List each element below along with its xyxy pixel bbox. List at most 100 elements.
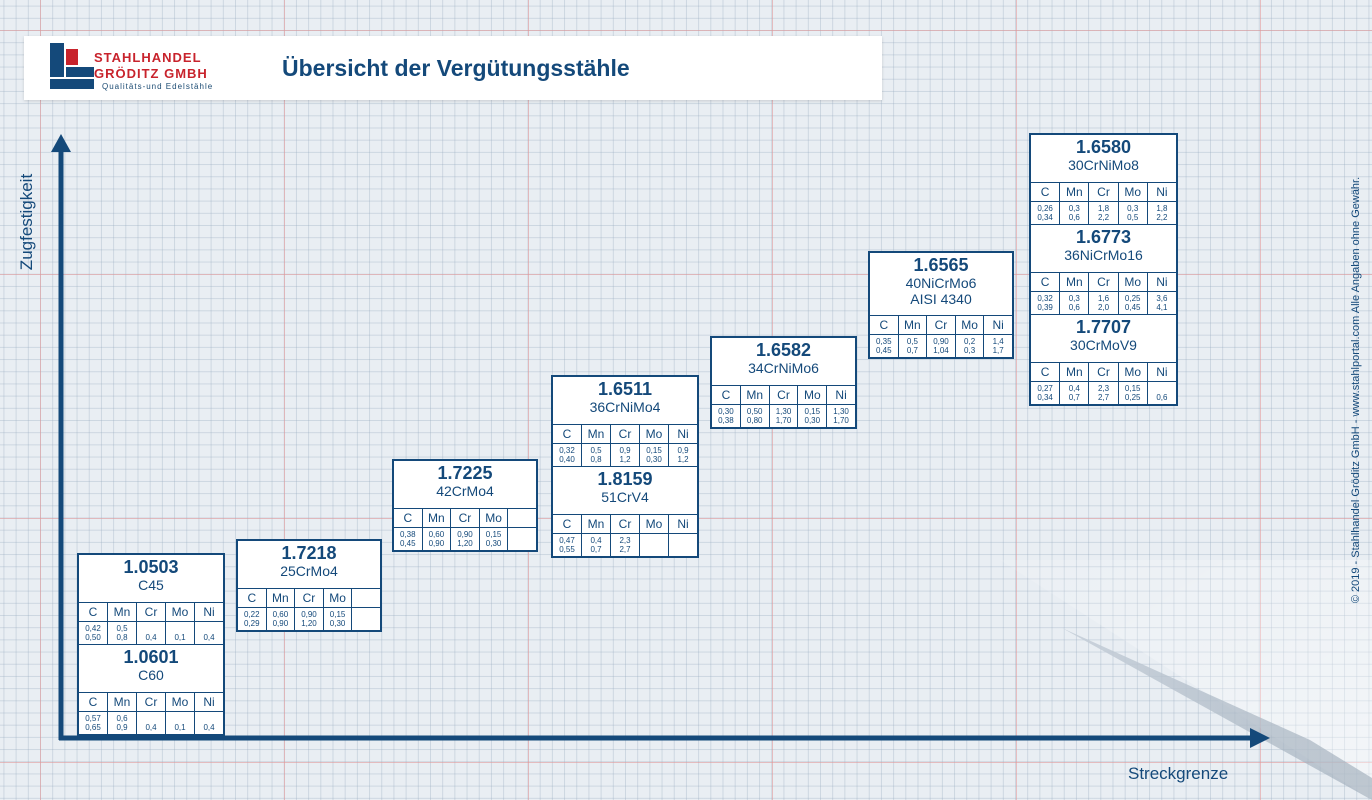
element-header-cell: Ni — [983, 316, 1012, 334]
material-block: 1.7225 42CrMo4 C Mn Cr Mo 0,38 0,45 0,60 0,90 0,90… — [394, 461, 536, 550]
element-header-cell: Mn — [581, 425, 610, 443]
element-header-cell: C — [1040, 365, 1050, 379]
element-value-cell: 0,6 0,9 — [107, 712, 136, 734]
element-value-cell: 1,8 2,2 — [1088, 202, 1117, 224]
element-header-cell: Cr — [926, 316, 955, 334]
element-value-cell: 0,5 0,8 — [581, 444, 610, 466]
element-header-cell: Cr — [1088, 273, 1117, 291]
material-name: AISI 4340 — [910, 291, 972, 307]
element-header-row: C Mn Cr Mo — [394, 508, 536, 527]
material-name: C60 — [138, 667, 164, 683]
element-header-row: C Mn Cr Mo Ni — [712, 385, 855, 404]
element-value-cell: 0,6 — [1146, 382, 1176, 404]
material-name: 34CrNiMo6 — [748, 360, 819, 376]
element-header-cell: Cr — [610, 425, 639, 443]
element-value-cell: 0,50 0,80 — [739, 405, 769, 427]
element-value-cell: 0,5 0,7 — [897, 335, 927, 357]
element-header-cell: C — [879, 318, 889, 332]
element-header-cell: Mn — [107, 603, 136, 621]
steel-card: 1.7225 42CrMo4 C Mn Cr Mo 0,38 0,45 0,60 0,90 0,90… — [392, 459, 538, 552]
element-header-cell: C — [1040, 185, 1050, 199]
element-header-cell: Mn — [1059, 273, 1088, 291]
material-number: 1.6565 — [913, 255, 969, 275]
element-value-cell: 0,90 1,04 — [926, 335, 955, 357]
element-header-cell: Mn — [1059, 363, 1088, 381]
element-value-cell: 0,4 0,7 — [581, 534, 610, 556]
element-value-cell: 0,3 0,6 — [1059, 202, 1088, 224]
element-header-cell: Mo — [165, 693, 194, 711]
element-value-cell: 0,32 0,39 — [1037, 294, 1053, 312]
element-header-row: C Mn Cr Mo Ni — [1031, 272, 1176, 291]
logo-tagline: Qualitäts-und Edelstähle — [102, 82, 214, 91]
material-number: 1.6582 — [755, 340, 812, 360]
element-values-row: 0,26 0,34 0,3 0,6 1,8 2,2 0,3 0,5 1,8 2,2 — [1031, 201, 1176, 224]
x-axis-arrow — [1250, 728, 1270, 748]
material-name: C45 — [138, 577, 164, 593]
element-value-cell: 2,3 2,7 — [1088, 382, 1117, 404]
element-values-row: 0,27 0,34 0,4 0,7 2,3 2,7 0,15 0,25 0,6 — [1031, 381, 1176, 404]
element-header-cell: Ni — [1146, 273, 1176, 291]
material-block: 1.7218 25CrMo4 C Mn Cr Mo 0,22 0,29 0,60 0,90 0,90… — [238, 541, 380, 630]
element-value-cell: 0,22 0,29 — [244, 610, 260, 628]
element-header-cell: C — [403, 511, 413, 525]
element-value-cell: 0,4 — [194, 622, 223, 644]
material-header: 1.7218 25CrMo4 — [238, 541, 380, 588]
header-banner: STAHLHANDEL GRÖDITZ GMBH Qualitäts-und E… — [24, 36, 882, 100]
material-number: 1.6773 — [1075, 227, 1132, 247]
element-value-cell: 0,60 0,90 — [265, 608, 295, 630]
element-value-cell: 0,2 0,3 — [954, 335, 984, 357]
material-number: 1.8159 — [597, 469, 653, 489]
element-header-cell: Cr — [450, 509, 479, 527]
element-header-cell: Cr — [768, 386, 798, 404]
element-values-row: 0,32 0,39 0,3 0,6 1,6 2,0 0,25 0,45 3,6 4,1 — [1031, 291, 1176, 314]
element-header-cell: C — [562, 517, 572, 531]
element-value-cell: 0,3 0,6 — [1059, 292, 1088, 314]
element-value-cell: 0,4 0,7 — [1059, 382, 1088, 404]
y-axis-arrow — [51, 134, 71, 152]
element-header-row: C Mn Cr Mo — [238, 588, 380, 607]
element-header-cell: Ni — [194, 603, 223, 621]
element-header-cell: Mo — [797, 386, 826, 404]
material-block: 1.7707 30CrMoV9 C Mn Cr Mo Ni 0,27 0,34 0,4 0,7 2,3… — [1031, 314, 1176, 404]
element-header-cell: Ni — [668, 425, 697, 443]
material-number: 1.6511 — [597, 379, 653, 399]
element-header-cell: Ni — [1146, 183, 1176, 201]
element-values-row: 0,47 0,55 0,4 0,7 2,3 2,7 — [553, 533, 697, 556]
element-value-cell: 3,6 4,1 — [1146, 292, 1176, 314]
material-header: 1.6773 36NiCrMo16 — [1031, 225, 1176, 272]
element-value-cell: 1,6 2,0 — [1088, 292, 1117, 314]
material-name: 40NiCrMo6 — [905, 275, 977, 291]
material-block: 1.6582 34CrNiMo6 C Mn Cr Mo Ni 0,30 0,38 0,50 0,80… — [712, 338, 855, 427]
element-header-cell: C — [247, 591, 257, 605]
element-value-cell: 1,4 1,7 — [983, 335, 1012, 357]
element-value-cell: 0,3 0,5 — [1117, 202, 1147, 224]
material-name: 51CrV4 — [601, 489, 649, 505]
element-header-cell: Ni — [194, 693, 223, 711]
element-value-cell: 0,15 0,30 — [322, 608, 352, 630]
element-header-cell: Mn — [265, 589, 295, 607]
element-value-cell: 0,9 1,2 — [610, 444, 639, 466]
steel-card: 1.6582 34CrNiMo6 C Mn Cr Mo Ni 0,30 0,38 0,50 0,80… — [710, 336, 857, 429]
logo-name-line1: STAHLHANDEL — [94, 50, 202, 65]
element-value-cell: 0,1 — [165, 712, 194, 734]
element-value-cell: 1,8 2,2 — [1146, 202, 1176, 224]
element-header-cell: Cr — [1088, 363, 1117, 381]
material-name: 42CrMo4 — [436, 483, 494, 499]
material-name: 25CrMo4 — [280, 563, 338, 579]
element-header-row: C Mn Cr Mo Ni — [79, 692, 223, 711]
steel-card: 1.6511 36CrNiMo4 C Mn Cr Mo Ni 0,32 0,40 0,5 0,8 0,… — [551, 375, 699, 558]
element-value-cell: 0,1 — [165, 622, 194, 644]
page-title: Übersicht der Vergütungsstähle — [282, 55, 630, 81]
element-header-cell: Ni — [1146, 363, 1176, 381]
element-value-cell: 0,32 0,40 — [559, 446, 575, 464]
material-header: 1.6580 30CrNiMo8 — [1031, 135, 1176, 182]
element-value-cell: 0,27 0,34 — [1037, 384, 1053, 402]
material-header: 1.6511 36CrNiMo4 — [553, 377, 697, 424]
element-value-cell: 0,47 0,55 — [559, 536, 575, 554]
element-value-cell: 0,15 0,30 — [797, 405, 826, 427]
element-value-cell: 0,15 0,30 — [478, 528, 508, 550]
element-header-cell: C — [88, 695, 98, 709]
element-value-cell: 0,4 — [136, 622, 165, 644]
element-value-cell: 1,30 1,70 — [768, 405, 798, 427]
element-header-cell: Mo — [639, 515, 668, 533]
